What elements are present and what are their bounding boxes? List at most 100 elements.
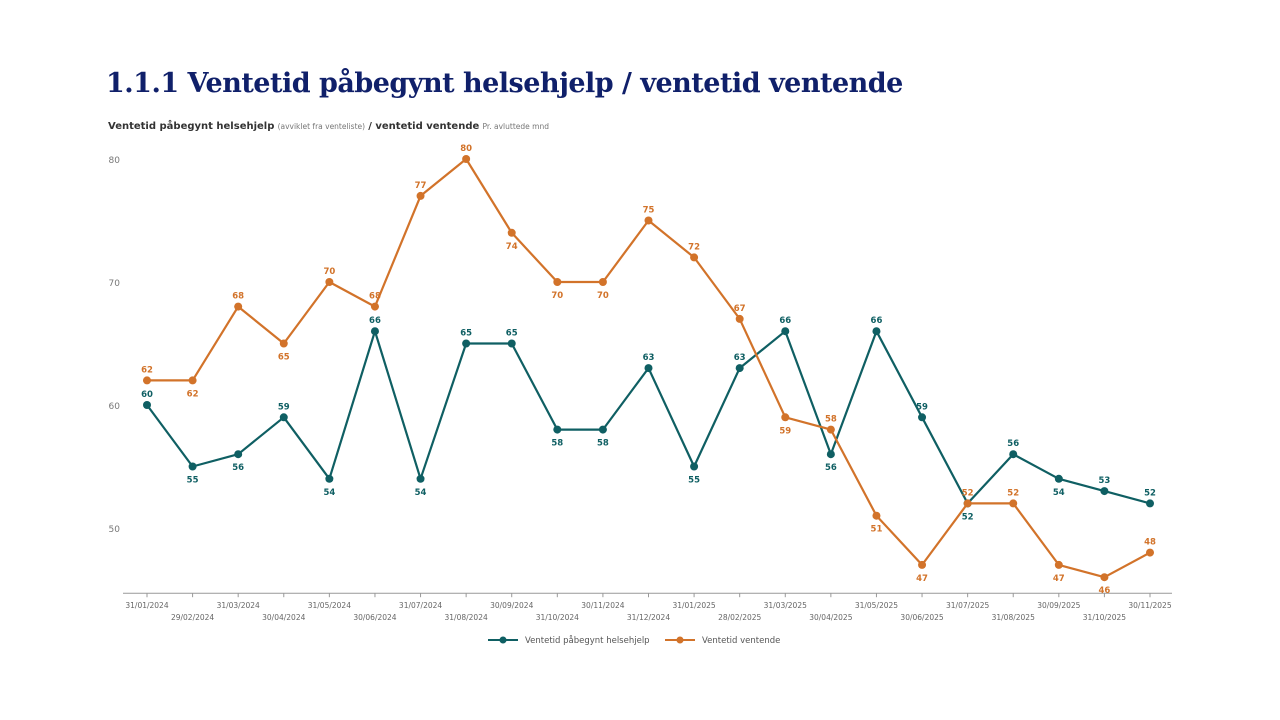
data-point bbox=[690, 462, 699, 471]
data-label: 63 bbox=[643, 353, 655, 363]
y-tick-label: 50 bbox=[109, 525, 121, 535]
data-label: 65 bbox=[460, 329, 472, 339]
x-tick-label: 31/07/2025 bbox=[946, 601, 989, 610]
data-point bbox=[1009, 450, 1018, 459]
data-point bbox=[325, 278, 334, 286]
data-point bbox=[370, 302, 379, 311]
x-tick-label: 31/10/2024 bbox=[536, 613, 579, 622]
x-tick-label: 31/03/2025 bbox=[764, 601, 807, 610]
data-point bbox=[826, 425, 835, 434]
data-label: 58 bbox=[597, 439, 609, 449]
data-point bbox=[1100, 487, 1109, 496]
subtitle-main: Ventetid påbegynt helsehjelp bbox=[108, 121, 275, 132]
data-point bbox=[234, 450, 243, 459]
y-tick-label: 70 bbox=[109, 279, 121, 289]
y-tick-label: 80 bbox=[109, 156, 121, 166]
data-label: 65 bbox=[278, 353, 290, 363]
data-point bbox=[1100, 573, 1109, 582]
data-point bbox=[188, 462, 197, 471]
data-point bbox=[188, 376, 197, 385]
data-label: 72 bbox=[688, 242, 700, 252]
data-label: 48 bbox=[1144, 538, 1156, 548]
data-point bbox=[370, 327, 379, 336]
data-label: 70 bbox=[551, 291, 563, 301]
subtitle-note: (avviklet fra venteliste) bbox=[277, 122, 366, 131]
x-tick-label: 30/09/2024 bbox=[490, 601, 533, 610]
x-tick-label: 31/01/2024 bbox=[125, 601, 168, 610]
x-tick-label: 30/06/2025 bbox=[900, 613, 943, 622]
data-label: 66 bbox=[779, 316, 791, 326]
page-title: 1.1.1 Ventetid påbegynt helsehjelp / ven… bbox=[106, 68, 903, 99]
data-label: 54 bbox=[415, 488, 427, 498]
data-point bbox=[918, 560, 927, 569]
data-point bbox=[598, 278, 607, 286]
data-point bbox=[735, 314, 744, 323]
data-label: 52 bbox=[962, 488, 974, 498]
x-tick-label: 31/08/2024 bbox=[445, 613, 488, 622]
data-point bbox=[872, 327, 881, 336]
data-label: 62 bbox=[141, 365, 153, 375]
data-label: 58 bbox=[551, 439, 563, 449]
data-point bbox=[325, 474, 334, 483]
data-point bbox=[826, 450, 835, 459]
data-label: 52 bbox=[1007, 488, 1019, 498]
x-tick-label: 30/11/2025 bbox=[1128, 601, 1171, 610]
data-point bbox=[416, 474, 425, 483]
data-point bbox=[1146, 548, 1154, 557]
data-label: 52 bbox=[1144, 488, 1156, 498]
data-label: 74 bbox=[506, 242, 518, 252]
data-point bbox=[507, 228, 516, 237]
data-point bbox=[644, 364, 653, 373]
data-label: 70 bbox=[323, 267, 335, 277]
data-point bbox=[781, 413, 790, 422]
legend-label-1: Ventetid ventende bbox=[702, 636, 780, 646]
data-point bbox=[143, 401, 151, 409]
legend-marker-1 bbox=[676, 636, 684, 644]
legend-marker-0 bbox=[499, 636, 507, 644]
data-point bbox=[690, 253, 699, 262]
x-tick-label: 30/09/2025 bbox=[1037, 601, 1080, 610]
data-label: 56 bbox=[825, 463, 837, 473]
data-label: 52 bbox=[962, 512, 974, 522]
data-point bbox=[462, 339, 471, 348]
data-point bbox=[553, 425, 562, 434]
x-tick-label: 31/05/2024 bbox=[308, 601, 351, 610]
x-tick-label: 31/08/2025 bbox=[992, 613, 1035, 622]
data-label: 56 bbox=[1007, 439, 1019, 449]
data-point bbox=[1146, 499, 1154, 508]
data-label: 59 bbox=[779, 426, 791, 436]
data-label: 68 bbox=[369, 292, 381, 302]
data-label: 59 bbox=[916, 402, 928, 412]
data-point bbox=[872, 511, 881, 520]
data-label: 51 bbox=[871, 525, 883, 535]
data-label: 58 bbox=[825, 415, 837, 425]
data-label: 67 bbox=[734, 304, 746, 314]
data-label: 65 bbox=[506, 329, 518, 339]
data-point bbox=[963, 499, 972, 508]
data-label: 53 bbox=[1098, 476, 1110, 486]
data-point bbox=[644, 216, 653, 225]
chart-subtitle: Ventetid påbegynt helsehjelp (avviklet f… bbox=[108, 121, 549, 132]
data-point bbox=[234, 302, 243, 311]
data-label: 46 bbox=[1098, 586, 1110, 596]
data-point bbox=[1009, 499, 1018, 508]
data-point bbox=[1054, 560, 1063, 569]
data-label: 47 bbox=[916, 574, 928, 584]
data-point bbox=[598, 425, 607, 434]
subtitle-note-2: Pr. avluttede mnd bbox=[482, 122, 549, 131]
x-tick-label: 31/10/2025 bbox=[1083, 613, 1126, 622]
data-point bbox=[143, 376, 151, 385]
data-label: 66 bbox=[369, 316, 381, 326]
data-label: 59 bbox=[278, 402, 290, 412]
data-label: 68 bbox=[232, 292, 244, 302]
data-label: 70 bbox=[597, 291, 609, 301]
data-point bbox=[416, 191, 425, 200]
x-tick-label: 31/03/2024 bbox=[217, 601, 260, 610]
x-tick-label: 30/04/2025 bbox=[809, 613, 852, 622]
data-label: 54 bbox=[1053, 488, 1065, 498]
x-tick-label: 30/11/2024 bbox=[581, 601, 624, 610]
data-label: 55 bbox=[187, 476, 199, 486]
data-label: 66 bbox=[871, 316, 883, 326]
x-tick-label: 29/02/2024 bbox=[171, 613, 214, 622]
